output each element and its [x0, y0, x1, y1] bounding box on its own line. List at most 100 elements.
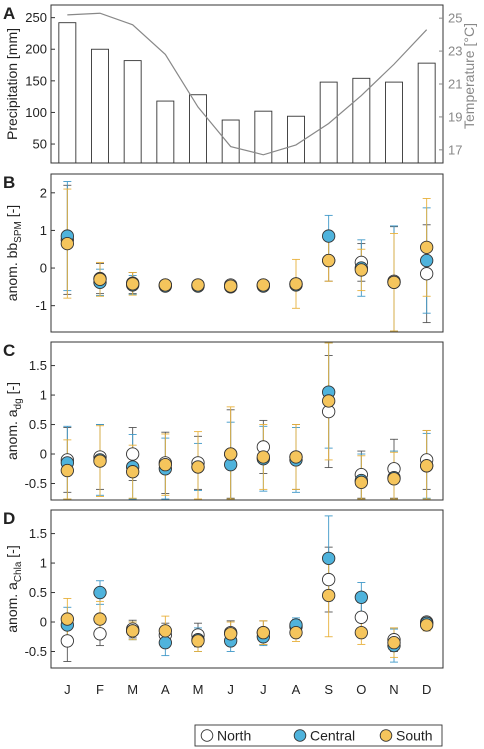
- y-axis-label-unit: [-]: [4, 545, 20, 561]
- legend: North Central South: [194, 724, 443, 747]
- panel-label: B: [3, 173, 15, 192]
- y2-tick-label: 23: [448, 44, 462, 59]
- south-point: [387, 472, 401, 486]
- panel-c-frame: [50, 341, 444, 501]
- south-point: [158, 457, 172, 472]
- y-axis-label-main: anom. bb: [4, 243, 20, 302]
- y-tick-label: 0: [40, 447, 47, 462]
- precip-bar-m-4: [189, 94, 207, 164]
- south-point: [420, 459, 434, 473]
- month-tick-label: A: [161, 682, 170, 697]
- y2-tick-label: 17: [448, 142, 462, 157]
- south-point: [289, 277, 303, 291]
- y-axis-label-subscript: Chla: [13, 561, 24, 582]
- south-point: [93, 612, 107, 626]
- panel-d: -0.5 0 0.5 1 1.5 anom. aChla [-] D: [3, 509, 444, 669]
- precip-bar-m-2: [123, 60, 142, 164]
- north-point: [354, 610, 368, 624]
- south-point: [126, 465, 140, 479]
- y-tick-label: -0.5: [25, 476, 47, 491]
- south-point: [387, 275, 401, 289]
- legend-label-central: Central: [310, 728, 355, 744]
- precip-bar-d-11: [417, 62, 436, 164]
- month-tick-label: J: [227, 682, 234, 697]
- south-point: [224, 447, 238, 461]
- precip-bar-a-3: [156, 100, 175, 164]
- south-point: [420, 618, 434, 632]
- south-point: [191, 278, 205, 292]
- y-tick-label: 50: [33, 137, 47, 152]
- panel-b: -1 0 1 2 anom. bbSPM [-] B: [3, 173, 444, 333]
- month-tick-label: S: [324, 682, 333, 697]
- south-point: [420, 240, 434, 255]
- month-tick-label: F: [96, 682, 104, 697]
- y-tick-label: 1.5: [29, 526, 47, 541]
- south-point: [158, 278, 172, 292]
- y-tick-label: 1.5: [29, 358, 47, 373]
- north-point: [126, 447, 140, 461]
- north-point: [420, 267, 434, 281]
- month-tick-label: N: [389, 682, 398, 697]
- panel-c: -0.5 0 0.5 1 1.5 anom. adg [-] C: [3, 341, 444, 501]
- panel-a: 50 100 150 200 250 17 19 21 23 25 Precipitation [m…: [3, 4, 477, 164]
- y-tick-label: 1: [40, 556, 47, 571]
- panel-label: D: [3, 509, 15, 528]
- temperature-line: [67, 12, 428, 156]
- south-point: [289, 625, 303, 640]
- month-tick-label: O: [356, 682, 366, 697]
- y-axis-label: Precipitation [mm]: [4, 28, 20, 140]
- north-point: [60, 634, 74, 648]
- y-axis-label-unit: [-]: [4, 205, 20, 221]
- south-point: [60, 236, 74, 251]
- south-point: [126, 277, 140, 291]
- y-axis-label-main: anom. a: [4, 582, 20, 633]
- y-tick-label: -1: [35, 298, 47, 313]
- south-point: [256, 450, 270, 464]
- south-point: [322, 394, 336, 408]
- y2-tick-label: 25: [448, 11, 462, 26]
- legend-box: [194, 724, 443, 747]
- central-point: [93, 585, 107, 600]
- south-point: [224, 627, 238, 641]
- y-axis-label-main: anom. a: [4, 409, 20, 460]
- precip-bar-s-8: [319, 81, 338, 164]
- y-tick-label: 1: [40, 388, 47, 403]
- y-axis-label: anom. aChla [-]: [4, 545, 24, 633]
- precip-bar-o-9: [352, 77, 371, 164]
- month-tick-label: M: [193, 682, 204, 697]
- legend-label-north: North: [217, 728, 251, 744]
- month-tick-label: M: [127, 682, 138, 697]
- y-axis-label-unit: [-]: [4, 382, 20, 398]
- south-point: [93, 454, 107, 468]
- north-point: [322, 572, 336, 587]
- south-point: [322, 253, 336, 268]
- south-point: [126, 624, 140, 638]
- y-tick-label: -0.5: [25, 644, 47, 659]
- y-tick-label: 150: [25, 73, 47, 88]
- south-point: [158, 624, 172, 638]
- south-point: [387, 635, 401, 650]
- y-tick-label: 200: [25, 42, 47, 57]
- south-point: [191, 634, 205, 648]
- legend-marker-north: [200, 729, 214, 742]
- month-tick-label: D: [422, 682, 431, 697]
- y2-axis-label: Temperature [°C]: [461, 23, 477, 129]
- panel-d-frame: [50, 509, 444, 669]
- y-axis-label: anom. adg [-]: [4, 382, 24, 460]
- legend-marker-central: [293, 729, 307, 742]
- y-tick-label: 2: [40, 185, 47, 200]
- central-point: [322, 551, 336, 565]
- y2-tick-label: 19: [448, 109, 462, 124]
- y-axis-label-subscript: dg: [13, 398, 24, 409]
- y-tick-label: 100: [25, 105, 47, 120]
- panel-label: C: [3, 341, 15, 360]
- month-tick-label: J: [260, 682, 267, 697]
- y-tick-label: 1: [40, 223, 47, 238]
- central-point: [354, 590, 368, 604]
- y2-tick-label: 21: [448, 77, 462, 92]
- central-point: [158, 635, 172, 650]
- south-point: [256, 278, 270, 292]
- precip-bar-a-7: [287, 115, 305, 164]
